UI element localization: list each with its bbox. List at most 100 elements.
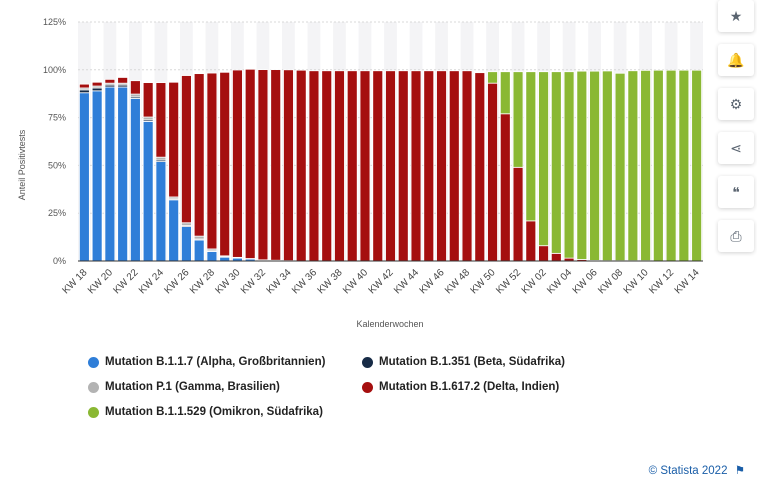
bar-segment-kw-19-s1[interactable]: [91, 87, 103, 92]
bar-segment-kw-48-s3[interactable]: [461, 70, 473, 262]
legend-label: Mutation B.1.1.7 (Alpha, Großbritannien): [105, 356, 326, 368]
star-button[interactable]: ★: [718, 0, 754, 32]
statista-credit[interactable]: © Statista 2022 ⚑: [649, 463, 745, 477]
bar-segment-kw-03-s3[interactable]: [550, 252, 562, 262]
y-tick-label: 125%: [43, 17, 66, 27]
bar-segment-kw-36-s3[interactable]: [308, 70, 320, 262]
bar-segment-kw-34-s3[interactable]: [283, 69, 294, 262]
bar-segment-kw-33-s3[interactable]: [270, 69, 282, 261]
gear-button[interactable]: ⚙: [718, 88, 754, 120]
bar-segment-kw-02-s4[interactable]: [538, 71, 549, 247]
bar-segment-kw-42-s3[interactable]: [385, 70, 396, 262]
legend-item[interactable]: Mutation P.1 (Gamma, Brasilien): [88, 381, 280, 393]
x-tick-label: KW 24: [137, 267, 166, 296]
bar-segment-kw-12-s4[interactable]: [665, 69, 677, 262]
bar-segment-kw-43-s3[interactable]: [397, 70, 409, 262]
bar-segment-kw-18-s3[interactable]: [79, 83, 90, 89]
bar-segment-kw-24-s2[interactable]: [155, 156, 167, 161]
bar-segment-kw-22-s2[interactable]: [130, 93, 141, 98]
bar-segment-kw-26-s3[interactable]: [181, 75, 192, 224]
bar-segment-kw-14-s4[interactable]: [691, 69, 703, 262]
share-button[interactable]: ⋖: [718, 132, 754, 164]
y-axis-title: Anteil Positivtests: [17, 129, 27, 200]
legend-dot-icon: [88, 406, 99, 418]
bar-segment-kw-09-s4[interactable]: [627, 70, 639, 262]
legend-item[interactable]: Mutation B.1.1.529 (Omikron, Südafrika): [88, 406, 323, 418]
bar-segment-kw-44-s3[interactable]: [410, 70, 422, 262]
bar-segment-kw-11-s4[interactable]: [652, 69, 664, 262]
bar-segment-kw-04-s4[interactable]: [563, 71, 575, 259]
bar-segment-kw-52-s4[interactable]: [512, 71, 524, 168]
bar-segment-kw-22-s3[interactable]: [130, 80, 141, 95]
bar-segment-kw-35-s3[interactable]: [295, 69, 307, 262]
y-tick-label: 0%: [53, 256, 66, 266]
bar-segment-kw-22-s0[interactable]: [130, 98, 141, 262]
bar-segment-kw-24-s0[interactable]: [155, 161, 167, 262]
x-tick-label: KW 32: [239, 267, 268, 296]
bar-segment-kw-38-s3[interactable]: [334, 70, 345, 262]
bar-segment-kw-19-s3[interactable]: [91, 81, 103, 87]
bar-segment-kw-32-s3[interactable]: [257, 69, 269, 261]
bar-segment-kw-23-s3[interactable]: [142, 82, 154, 118]
bar-segment-kw-29-s0[interactable]: [219, 256, 231, 262]
bar-segment-kw-25-s3[interactable]: [168, 81, 180, 198]
quote-button[interactable]: ❝: [718, 176, 754, 208]
bar-segment-kw-18-s1[interactable]: [79, 89, 90, 94]
bar-segment-kw-46-s3[interactable]: [436, 70, 447, 262]
legend-item[interactable]: Mutation B.1.617.2 (Delta, Indien): [362, 381, 559, 393]
x-tick-label: KW 30: [214, 267, 243, 296]
bar-segment-kw-28-s3[interactable]: [206, 72, 218, 250]
x-tick-label: KW 48: [443, 267, 472, 296]
bar-segment-kw-20-s3[interactable]: [104, 78, 116, 84]
bar-segment-kw-29-s3[interactable]: [219, 71, 231, 257]
bar-segment-kw-49-s3[interactable]: [474, 72, 486, 262]
bar-segment-kw-03-s4[interactable]: [550, 71, 562, 254]
bar-segment-kw-50-s3[interactable]: [487, 82, 498, 262]
bar-segment-kw-31-s3[interactable]: [244, 68, 256, 259]
bar-segment-kw-30-s3[interactable]: [232, 69, 243, 258]
legend-item[interactable]: Mutation B.1.351 (Beta, Südafrika): [362, 356, 565, 368]
bar-segment-kw-37-s3[interactable]: [321, 70, 333, 262]
bar-segment-kw-23-s0[interactable]: [142, 121, 154, 262]
y-tick-label: 50%: [48, 160, 66, 170]
print-button[interactable]: ⎙: [718, 220, 754, 252]
bar-segment-kw-21-s3[interactable]: [117, 77, 129, 84]
bar-segment-kw-18-s0[interactable]: [79, 92, 90, 262]
bar-segment-kw-28-s0[interactable]: [206, 251, 218, 262]
bar-segment-kw-47-s3[interactable]: [448, 70, 460, 262]
bar-segment-kw-06-s4[interactable]: [589, 70, 600, 261]
bar-segment-kw-20-s0[interactable]: [104, 86, 116, 262]
bar-segment-kw-39-s3[interactable]: [346, 70, 358, 262]
bar-segment-kw-01-s4[interactable]: [525, 71, 537, 222]
bar-segment-kw-41-s3[interactable]: [372, 70, 384, 262]
bar-segment-kw-01-s3[interactable]: [525, 220, 537, 262]
bar-segment-kw-25-s0[interactable]: [168, 199, 180, 262]
bar-segment-kw-07-s4[interactable]: [601, 70, 613, 262]
bar-segment-kw-52-s3[interactable]: [512, 166, 524, 262]
bar-segment-kw-45-s3[interactable]: [423, 70, 435, 262]
bar-segment-kw-40-s3[interactable]: [359, 70, 371, 262]
bar-segment-kw-51-s4[interactable]: [499, 71, 511, 115]
bar-segment-kw-50-s4[interactable]: [487, 71, 498, 84]
bar-segment-kw-51-s3[interactable]: [499, 113, 511, 262]
bell-button[interactable]: 🔔: [718, 44, 754, 76]
x-tick-label: KW 22: [112, 267, 141, 296]
bar-segment-kw-13-s4[interactable]: [678, 69, 690, 262]
bar-segment-kw-05-s4[interactable]: [576, 70, 588, 260]
bar-segment-kw-27-s0[interactable]: [193, 239, 205, 262]
bar-segment-kw-27-s3[interactable]: [193, 73, 205, 237]
star-icon: ★: [729, 7, 743, 24]
bar-segment-kw-24-s3[interactable]: [155, 82, 167, 158]
bar-segment-kw-26-s0[interactable]: [181, 226, 192, 262]
bar-segment-kw-23-s2[interactable]: [142, 116, 154, 121]
bar-segment-kw-19-s0[interactable]: [91, 90, 103, 262]
bar-segment-kw-08-s4[interactable]: [614, 72, 626, 262]
x-tick-label: KW 14: [673, 267, 702, 296]
gear-icon: ⚙: [729, 95, 743, 112]
bar-segment-kw-26-s2[interactable]: [181, 222, 192, 227]
bar-segment-kw-21-s0[interactable]: [117, 86, 129, 262]
bar-segment-kw-27-s2[interactable]: [193, 235, 205, 240]
bar-segment-kw-02-s3[interactable]: [538, 245, 549, 262]
bar-segment-kw-10-s4[interactable]: [640, 69, 651, 262]
legend-item[interactable]: Mutation B.1.1.7 (Alpha, Großbritannien): [88, 356, 325, 368]
